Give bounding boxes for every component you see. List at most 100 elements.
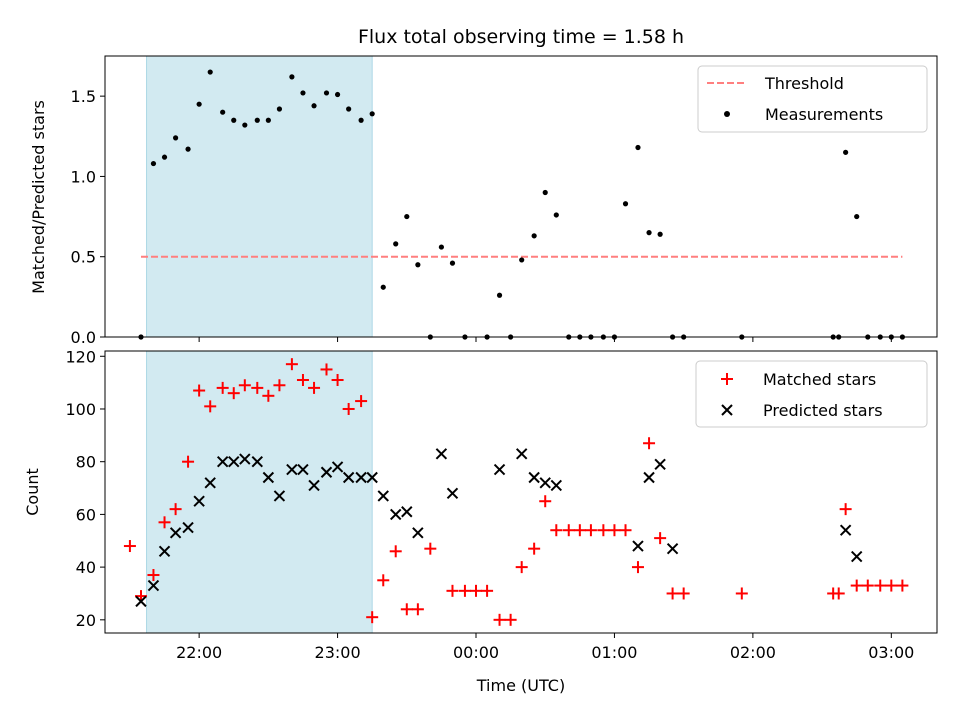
predicted-star-point <box>851 550 863 563</box>
measurement-point <box>646 230 652 236</box>
matched-star-point <box>446 584 459 597</box>
predicted-star-point <box>228 455 240 468</box>
measurement-point <box>231 117 237 123</box>
matched-star-point <box>470 584 483 597</box>
predicted-star-point <box>331 461 344 473</box>
bottom-legend-box <box>695 360 928 428</box>
x-tick-label: 03:00 <box>868 643 914 662</box>
measurement-point <box>553 212 559 218</box>
matched-star-point <box>504 613 517 626</box>
measurement-point <box>311 103 317 109</box>
x-tick-label: 00:00 <box>453 643 499 662</box>
measurement-point <box>449 260 456 266</box>
matched-star-point <box>654 532 667 545</box>
matched-star-point <box>850 579 863 592</box>
predicted-legend-label: Predicted stars <box>763 401 883 420</box>
bottom-y-tick-label: 20 <box>76 611 96 630</box>
predicted-star-point <box>308 479 320 492</box>
measurement-point <box>854 213 860 220</box>
predicted-star-point <box>286 463 298 476</box>
measurement-point <box>657 231 663 237</box>
predicted-star-point <box>262 471 275 484</box>
x-tick-label: 22:00 <box>176 643 222 662</box>
predicted-star-point <box>528 471 540 484</box>
bottom-y-tick-label: 40 <box>76 558 96 577</box>
measurement-point <box>635 144 641 151</box>
x-tick-label: 23:00 <box>315 643 361 662</box>
predicted-star-point <box>216 455 229 468</box>
predicted-star-point <box>390 508 402 521</box>
bottom-plot-frame <box>104 350 938 634</box>
x-tick-label: 02:00 <box>730 643 776 662</box>
measurement-point <box>173 135 179 141</box>
predicted-star-point <box>412 527 424 539</box>
measurement-point <box>369 111 375 117</box>
matched-star-point <box>550 524 563 537</box>
predicted-star-point <box>366 471 378 484</box>
measurement-point <box>404 213 410 220</box>
matched-star-point <box>885 579 898 592</box>
matched-star-point <box>227 387 240 400</box>
predicted-star-point <box>550 479 563 492</box>
bottom-y-tick-label: 100 <box>65 400 96 419</box>
matched-star-point <box>285 358 298 371</box>
predicted-star-point <box>239 453 251 465</box>
bottom-y-tick-label: 60 <box>76 505 96 524</box>
measurement-point <box>150 160 157 167</box>
predicted-star-point <box>643 471 655 484</box>
predicted-star-point <box>435 448 448 460</box>
predicted-star-point <box>515 448 528 460</box>
predicted-star-point <box>251 455 263 468</box>
predicted-star-point <box>147 579 160 592</box>
predicted-star-point <box>839 524 852 536</box>
top-y-tick-label: 1.0 <box>71 167 96 186</box>
predicted-star-point <box>193 495 205 507</box>
x-tick-label: 01:00 <box>591 643 637 662</box>
matched-star-point <box>619 524 632 537</box>
matched-star-point <box>608 524 621 537</box>
matched-star-point <box>573 524 586 537</box>
predicted-star-point <box>377 490 389 502</box>
predicted-star-point <box>539 477 551 489</box>
measurement-point <box>289 74 295 80</box>
matched-star-point <box>193 384 206 397</box>
matched-legend-label: Matched stars <box>763 370 876 389</box>
measurement-point <box>265 117 271 123</box>
matched-star-point <box>182 455 195 468</box>
matched-star-point <box>896 579 909 592</box>
matched-star-point <box>677 587 690 600</box>
matched-star-point <box>238 379 251 392</box>
top-legend: Threshold Measurements <box>697 65 928 133</box>
top-y-tick-label: 0.0 <box>71 328 96 347</box>
bottom-y-tick-label: 120 <box>65 347 96 366</box>
matched-star-point <box>389 545 402 558</box>
top-y-tick-label: 1.5 <box>71 87 96 106</box>
predicted-star-point <box>666 542 679 555</box>
measurement-point <box>196 101 202 107</box>
predicted-star-point <box>169 527 182 539</box>
bottom-panel: 22:00 23:00 00:00 01:00 02:00 03:00 20 40 60 80 10… <box>23 347 938 695</box>
predicted-star-point <box>493 463 506 476</box>
matched-star-point <box>204 400 217 413</box>
measurement-point <box>843 149 849 155</box>
matched-star-point <box>515 561 528 574</box>
matched-legend-swatch <box>721 373 733 385</box>
matched-star-point <box>296 373 309 386</box>
top-observing-span <box>146 55 373 338</box>
x-axis-label: Time (UTC) <box>476 676 565 695</box>
matched-star-point <box>458 584 471 597</box>
bottom-observing-span <box>146 350 373 634</box>
predicted-star-point <box>632 540 644 552</box>
predicted-star-point <box>297 463 309 476</box>
matched-star-point <box>643 437 656 450</box>
measurement-point <box>438 244 444 250</box>
measurement-point <box>207 69 213 75</box>
predicted-legend-swatch <box>721 404 733 416</box>
measurement-point <box>380 284 386 290</box>
matched-star-point <box>539 495 552 508</box>
top-y-tick-label: 0.5 <box>71 248 96 267</box>
matched-star-point <box>308 381 321 394</box>
matched-star-point <box>158 516 171 529</box>
predicted-star-point <box>182 521 194 534</box>
bottom-y-axis-label: Count <box>23 468 42 516</box>
